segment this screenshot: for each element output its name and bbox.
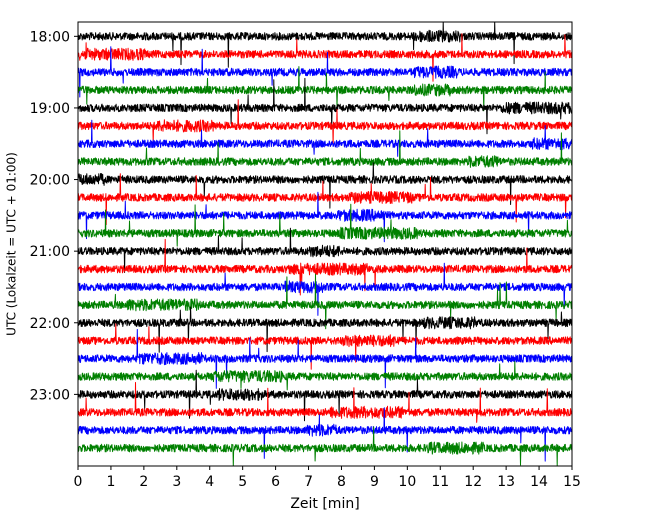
trace-2315 [77, 382, 573, 423]
x-tick-label: 15 [563, 474, 581, 490]
trace-1945 [77, 130, 573, 168]
trace-2200 [77, 306, 573, 353]
trace-2330 [77, 407, 573, 462]
trace-2045 [77, 203, 573, 247]
x-tick-label: 0 [74, 474, 83, 490]
x-tick-label: 1 [106, 474, 115, 490]
plot-frame [77, 21, 573, 467]
x-tick-label: 2 [139, 474, 148, 490]
trace-2015 [77, 173, 573, 226]
trace-2215 [77, 323, 573, 370]
trace-group [77, 21, 573, 467]
y-tick-label: 23:00 [30, 387, 70, 403]
trace-1915 [77, 99, 573, 145]
x-tick-label: 9 [370, 474, 379, 490]
trace-2145 [77, 273, 573, 330]
y-tick-label: 22:00 [30, 316, 70, 332]
trace-2115 [77, 238, 573, 296]
y-tick-label: 21:00 [30, 244, 70, 260]
y-axis: 18:00 19:00 20:00 21:00 22:00 23:00 [30, 29, 78, 403]
trace-2245 [77, 361, 573, 391]
y-tick-label: 19:00 [30, 101, 70, 117]
x-tick-label: 5 [238, 474, 247, 490]
x-axis: 0 1 2 3 4 5 6 7 8 9 10 11 12 13 14 15 [74, 466, 581, 490]
x-tick-label: 7 [304, 474, 313, 490]
trace-1830 [77, 46, 573, 98]
x-tick-label: 3 [172, 474, 181, 490]
trace-2300 [77, 369, 573, 422]
x-tick-label: 13 [497, 474, 515, 490]
x-tick-label: 12 [464, 474, 482, 490]
x-tick-label: 4 [205, 474, 214, 490]
trace-2130 [77, 262, 573, 316]
trace-2100 [77, 227, 573, 273]
x-tick-label: 6 [271, 474, 280, 490]
trace-2000 [77, 162, 573, 209]
trace-1845 [77, 66, 573, 112]
x-axis-label: Zeit [min] [290, 496, 359, 512]
x-tick-label: 10 [398, 474, 416, 490]
trace-2230 [77, 329, 573, 389]
x-tick-label: 14 [530, 474, 548, 490]
trace-2345 [77, 426, 573, 467]
trace-1815 [77, 33, 573, 82]
y-tick-label: 18:00 [30, 29, 70, 45]
trace-2030 [77, 191, 573, 243]
y-axis-label: UTC (Lokalzeit = UTC + 01:00) [5, 152, 19, 336]
x-tick-label: 11 [431, 474, 449, 490]
x-tick-label: 8 [337, 474, 346, 490]
trace-1800 [77, 21, 573, 68]
trace-1930 [77, 119, 573, 157]
trace-1900 [77, 77, 573, 135]
y-tick-label: 20:00 [30, 173, 70, 189]
